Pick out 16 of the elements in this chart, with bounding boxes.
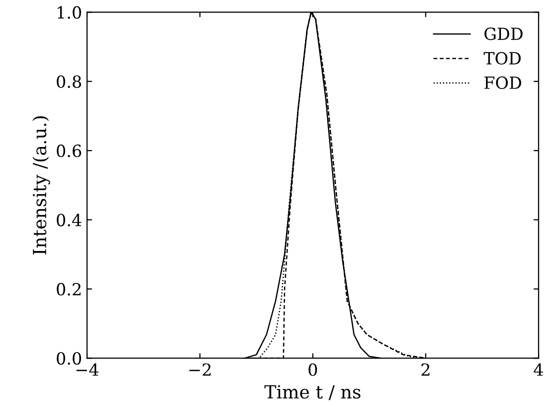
- legend-label: FOD: [484, 76, 522, 90]
- x-tick-label: 2: [422, 363, 430, 376]
- y-tick-label: 0.8: [56, 75, 82, 88]
- y-axis-title: Intensity /(a.u.): [32, 116, 50, 254]
- legend-label: TOD: [484, 52, 521, 65]
- legend-label: GDD: [484, 28, 523, 40]
- y-tick-label: 0.4: [56, 214, 82, 226]
- x-tick-label: 0: [308, 363, 317, 376]
- x-tick-label: 4: [534, 363, 544, 376]
- y-tick-label: 0.6: [56, 144, 82, 158]
- x-tick-label: −2: [189, 363, 211, 376]
- y-tick-label: 0.0: [56, 352, 82, 365]
- x-axis-title: Time t / ns: [264, 385, 360, 400]
- y-tick-label: 0.2: [56, 282, 81, 296]
- y-tick-label: 1.0: [58, 6, 82, 19]
- x-tick-label: −4: [76, 363, 98, 376]
